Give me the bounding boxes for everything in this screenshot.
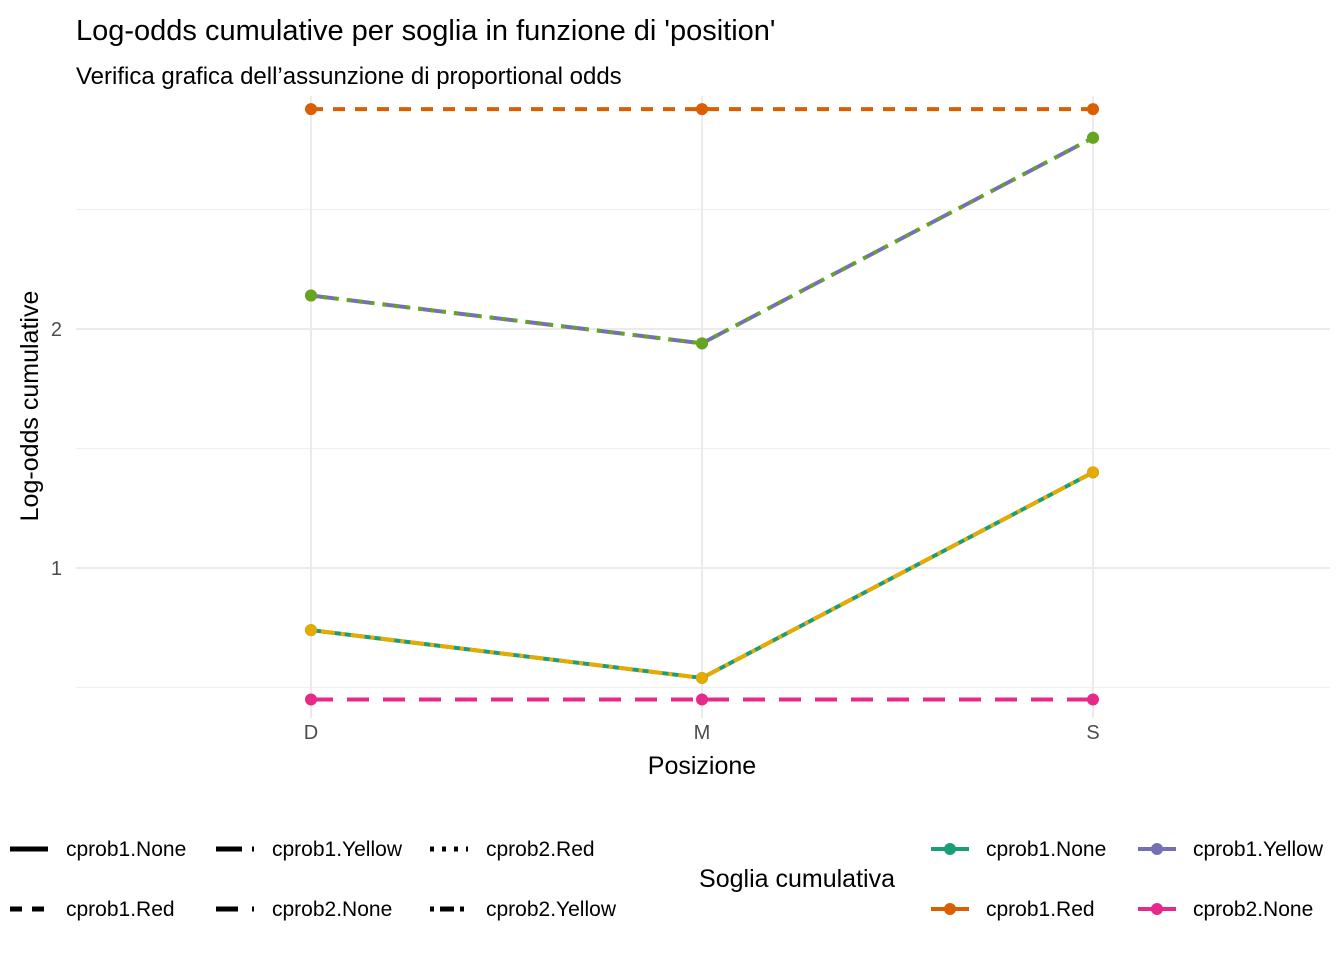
data-point-cprob2-red <box>696 337 708 350</box>
data-point-cprob2-none <box>696 693 708 706</box>
legend-color-label: cprob1.Yellow <box>1193 838 1324 861</box>
legend-linetype-label: cprob1.Red <box>66 898 175 921</box>
y-axis-ticks: 12 <box>51 319 62 580</box>
chart-title: Log-odds cumulative per soglia in funzio… <box>76 15 775 47</box>
data-point-cprob2-red <box>1087 131 1099 144</box>
legend-color-label: cprob2.None <box>1193 898 1313 921</box>
legend-color: cprob1.None cprob1.Red cprob1.Yellow cprob2… <box>931 838 1324 921</box>
y-tick-label: 1 <box>51 558 62 580</box>
data-point-cprob2-yellow <box>696 671 708 684</box>
legend-title: Soglia cumulativa <box>699 865 895 893</box>
data-point-cprob2-none <box>1087 693 1099 706</box>
data-point-cprob2-red <box>305 289 317 302</box>
legend-linetype-label: cprob1.Yellow <box>272 838 403 861</box>
x-tick-label: S <box>1086 722 1099 744</box>
data-point-cprob2-none <box>305 693 317 706</box>
data-point-cprob1-red <box>305 103 317 116</box>
legend-color-point <box>1151 903 1163 915</box>
y-tick-label: 2 <box>51 319 62 341</box>
data-point-cprob2-yellow <box>1087 466 1099 479</box>
legend-linetype: cprob1.None cprob1.Red cprob1.Yellow cprob2… <box>10 838 617 921</box>
series-line-cprob1-yellow <box>310 136 1094 346</box>
x-tick-label: M <box>694 722 711 744</box>
data-point-cprob1-red <box>696 103 708 116</box>
y-axis-title: Log-odds cumulative <box>16 291 44 522</box>
legend-linetype-label: cprob2.Yellow <box>486 898 617 921</box>
data-point-cprob2-yellow <box>305 624 317 637</box>
legend-color-point <box>944 903 956 915</box>
data-points <box>305 103 1099 706</box>
legend-linetype-label: cprob2.None <box>272 898 392 921</box>
x-tick-label: D <box>304 722 318 744</box>
legend-linetype-label: cprob1.None <box>66 838 186 861</box>
legend-color-label: cprob1.None <box>986 838 1106 861</box>
legend-color-point <box>944 843 956 855</box>
legend-color-label: cprob1.Red <box>986 898 1095 921</box>
chart-subtitle: Verifica grafica dell’assunzione di prop… <box>76 63 622 90</box>
x-axis-title: Posizione <box>648 752 756 780</box>
grid-lines <box>76 96 1330 718</box>
legend-linetype-label: cprob2.Red <box>486 838 595 861</box>
legend-color-point <box>1151 843 1163 855</box>
data-point-cprob1-red <box>1087 103 1099 116</box>
